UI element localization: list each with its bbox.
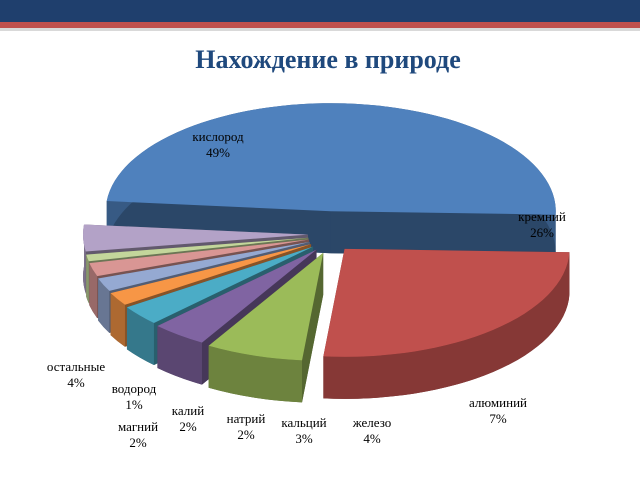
- slice-wall: [98, 278, 110, 333]
- label-name: кальций: [281, 415, 326, 430]
- label-name: кислород: [192, 129, 244, 144]
- slice-wall: [110, 293, 125, 347]
- label-value: 49%: [206, 145, 230, 160]
- header-stripe: [0, 22, 640, 28]
- label-value: 26%: [530, 225, 554, 240]
- label-name: водород: [112, 381, 157, 396]
- slice-wall: [86, 254, 89, 304]
- labels: кислород49%кремний26%алюминий7%железо4%к…: [47, 129, 566, 450]
- slice: [126, 246, 314, 323]
- label-name: железо: [352, 415, 392, 430]
- header-band: [0, 0, 640, 22]
- label-value: 4%: [363, 431, 381, 446]
- header-shadow: [0, 28, 640, 31]
- slice: [106, 103, 556, 215]
- slice-wall: [126, 307, 154, 365]
- pie: [83, 103, 570, 403]
- slice: [208, 252, 324, 361]
- label-value: 2%: [237, 427, 255, 442]
- slice: [98, 241, 310, 291]
- label-name: алюминий: [469, 395, 527, 410]
- label-name: магний: [118, 419, 158, 434]
- chart-title: Нахождение в природе: [195, 45, 461, 74]
- slice-group: [208, 252, 324, 403]
- label-value: 3%: [295, 431, 313, 446]
- slice-wall: [157, 326, 202, 385]
- slice-wall: [208, 345, 303, 403]
- label-value: 2%: [129, 435, 147, 450]
- label-value: 7%: [489, 411, 507, 426]
- label-name: калий: [172, 403, 204, 418]
- slice: [323, 248, 570, 357]
- slice-wall: [89, 263, 98, 319]
- slice: [157, 249, 317, 343]
- label-value: 4%: [67, 375, 85, 390]
- slice: [89, 239, 309, 277]
- slice-edge: [330, 211, 556, 257]
- slice: [110, 244, 312, 305]
- label-name: остальные: [47, 359, 105, 374]
- slice: [86, 237, 309, 262]
- label-value: 1%: [125, 397, 143, 412]
- label-value: 2%: [179, 419, 197, 434]
- slice-wall: [323, 252, 570, 399]
- slice-group: [106, 103, 556, 257]
- slice-group: [323, 248, 570, 399]
- slice: [83, 224, 309, 252]
- label-name: кремний: [518, 209, 566, 224]
- label-name: натрий: [227, 411, 266, 426]
